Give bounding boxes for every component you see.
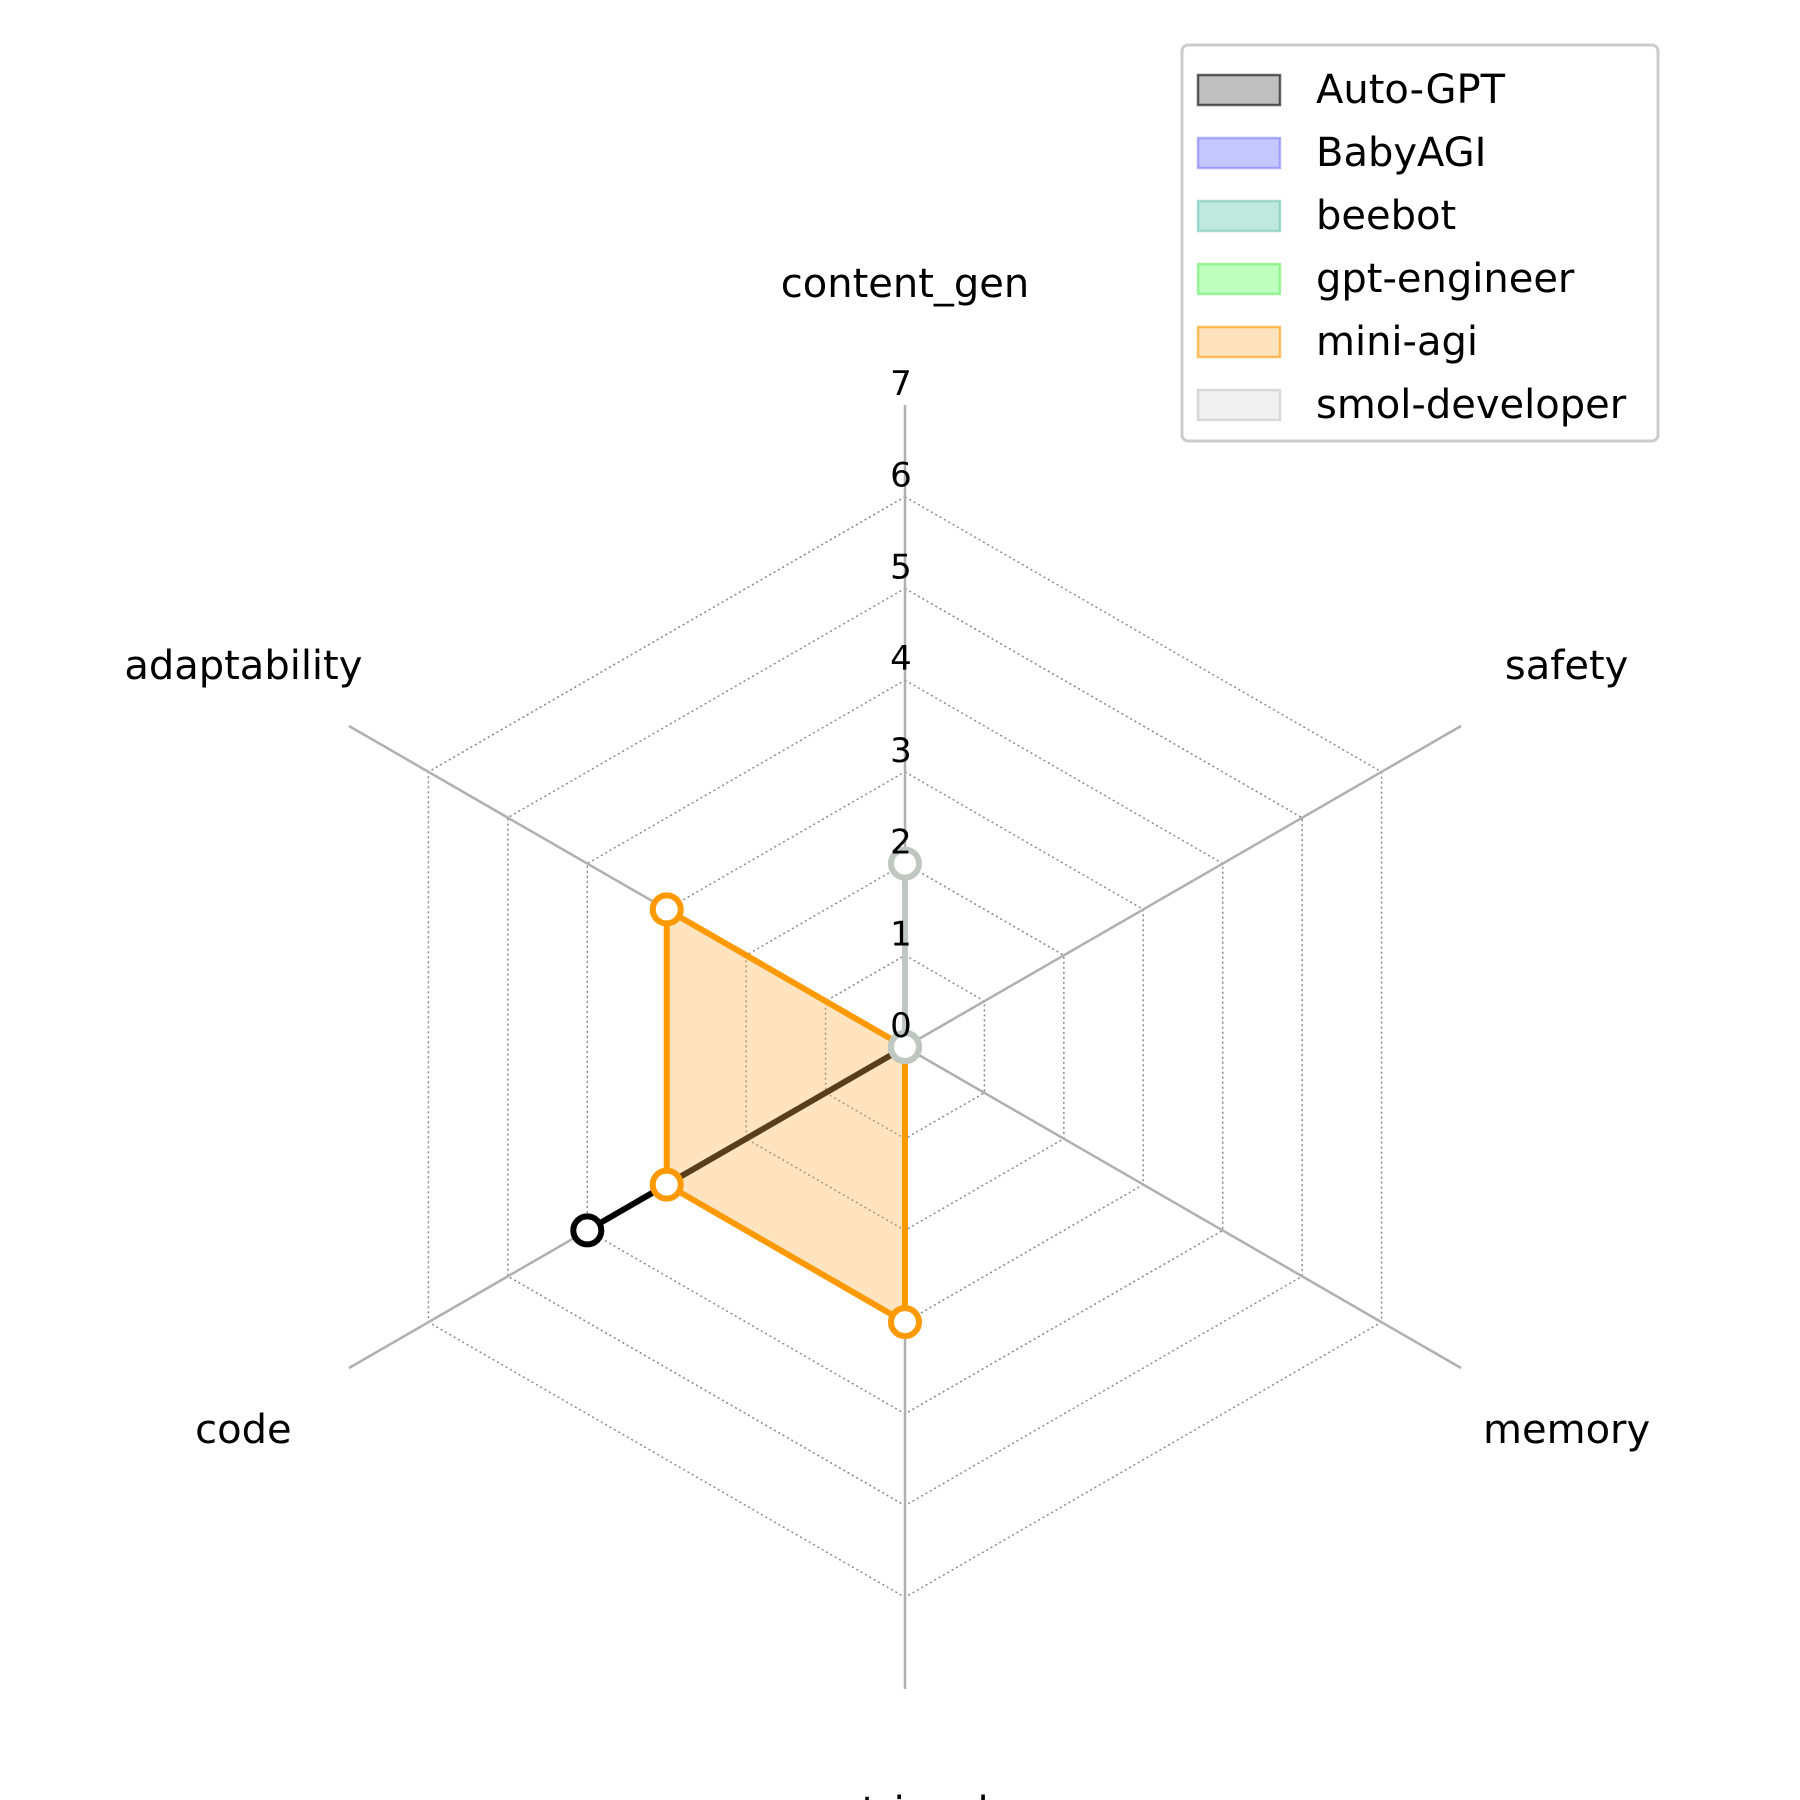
legend-label-mini-agi: mini-agi <box>1316 319 1478 365</box>
data-point-mini-agi-code <box>649 1167 684 1202</box>
data-point-mini-agi-retrieval <box>888 1305 922 1340</box>
tick-label-4: 4 <box>890 639 912 679</box>
legend-label-beebot: beebot <box>1316 193 1456 239</box>
tick-label-1: 1 <box>890 914 912 954</box>
legend-swatch-BabyAGI <box>1196 136 1282 170</box>
legend-swatch-beebot <box>1196 199 1282 233</box>
data-point-Auto-GPT-code <box>570 1213 605 1248</box>
legend-item-BabyAGI: BabyAGI <box>1196 130 1486 176</box>
axis-label-adaptability: adaptability <box>124 643 362 689</box>
legend-swatch-mini-agi <box>1196 325 1282 359</box>
legend-item-Auto-GPT: Auto-GPT <box>1196 67 1506 113</box>
axis-label-code: code <box>195 1407 291 1453</box>
axis-label-memory: memory <box>1483 1407 1650 1453</box>
legend-label-Auto-GPT: Auto-GPT <box>1316 67 1506 113</box>
tick-label-2: 2 <box>890 823 912 863</box>
spoke-safety <box>904 724 1462 1049</box>
axis-label-retrieval: retrieval <box>821 1789 988 1800</box>
legend-item-beebot: beebot <box>1196 193 1456 239</box>
legend-item-mini-agi: mini-agi <box>1196 319 1478 365</box>
tick-label-3: 3 <box>890 731 912 771</box>
data-point-smol-developer-adaptability <box>888 1030 922 1064</box>
legend-label-smol-developer: smol-developer <box>1316 382 1627 428</box>
tick-layer: 0 1 2 3 4 5 6 7 <box>890 364 912 1046</box>
tick-label-6: 6 <box>890 456 912 496</box>
axis-label-content_gen: content_gen <box>781 261 1030 307</box>
tick-label-5: 5 <box>890 547 912 587</box>
axis-label-safety: safety <box>1505 643 1628 689</box>
legend-swatch-smol-developer <box>1196 388 1282 422</box>
legend-item-gpt-engineer: gpt-engineer <box>1196 256 1575 302</box>
legend-label-gpt-engineer: gpt-engineer <box>1316 256 1575 302</box>
data-point-mini-agi-adaptability <box>649 892 684 927</box>
series-mini-agi <box>649 892 922 1340</box>
legend: Auto-GPT BabyAGI beebot gpt-engineer mini-ag… <box>1180 43 1660 443</box>
tick-label-7: 7 <box>890 364 912 404</box>
series-smol-developer <box>888 846 922 1064</box>
legend-swatch-Auto-GPT <box>1196 73 1282 107</box>
legend-swatch-gpt-engineer <box>1196 262 1282 296</box>
series-fill-mini-agi <box>666 909 905 1323</box>
data-point-smol-developer-content_gen <box>888 846 922 881</box>
legend-item-smol-developer: smol-developer <box>1196 382 1627 428</box>
series-layer <box>570 846 922 1340</box>
spoke-memory <box>904 1045 1462 1370</box>
tick-label-0: 0 <box>890 1006 912 1046</box>
legend-box <box>1180 43 1660 443</box>
legend-label-BabyAGI: BabyAGI <box>1316 130 1486 176</box>
